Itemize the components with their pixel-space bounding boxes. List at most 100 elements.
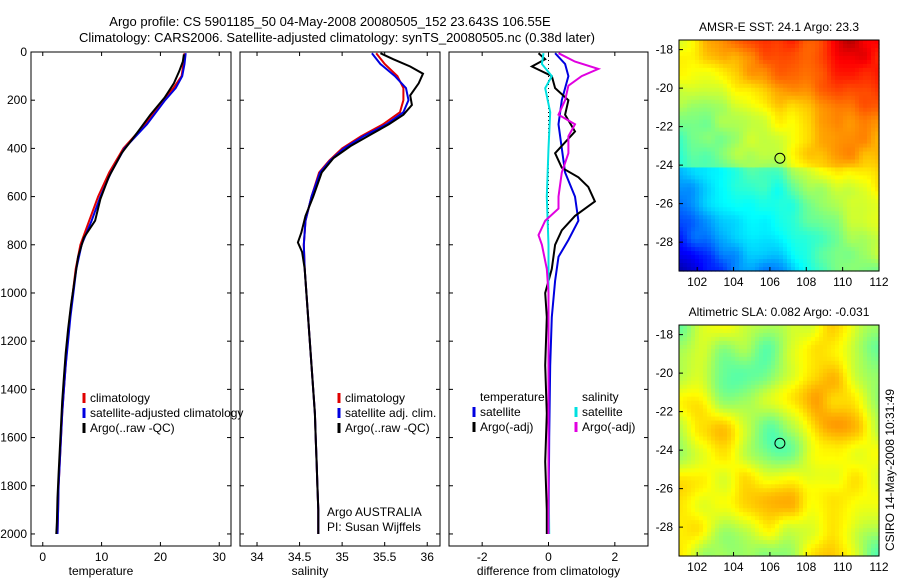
heatmap-cell [775, 259, 780, 264]
heatmap-cell [735, 75, 740, 81]
heatmap-cell [703, 207, 708, 212]
heatmap-cell [779, 460, 784, 465]
heatmap-cell [843, 344, 848, 350]
heatmap-cell [823, 227, 828, 232]
heatmap-cell [847, 227, 852, 232]
heatmap-cell [815, 203, 820, 208]
heatmap-cell [819, 79, 824, 85]
heatmap-cell [795, 131, 800, 137]
heatmap-cell [795, 83, 800, 89]
heatmap-cell [843, 263, 848, 268]
heatmap-cell [863, 75, 868, 81]
heatmap-cell [811, 83, 816, 89]
heatmap-cell [827, 111, 832, 117]
heatmap-cell [827, 436, 832, 442]
heatmap-cell [775, 325, 780, 330]
heatmap-cell [759, 79, 764, 85]
heatmap-cell [839, 183, 844, 188]
heatmap-cell [803, 408, 808, 414]
heatmap-cell [867, 263, 872, 268]
heatmap-cell [691, 175, 696, 180]
heatmap-cell [775, 147, 780, 153]
heatmap-cell [839, 388, 844, 394]
heatmap-cell [755, 147, 760, 153]
heatmap-cell [771, 440, 776, 446]
heatmap-cell [791, 79, 796, 85]
heatmap-cell [867, 251, 872, 256]
heatmap-cell [855, 119, 860, 125]
heatmap-cell [751, 364, 756, 370]
heatmap-cell [855, 388, 860, 394]
heatmap-cell [799, 472, 804, 477]
heatmap-cell [731, 219, 736, 224]
heatmap-cell [855, 372, 860, 378]
heatmap-cell [739, 440, 744, 446]
heatmap-cell [847, 416, 852, 422]
heatmap-cell [783, 368, 788, 374]
heatmap-cell [855, 171, 860, 177]
heatmap-cell [775, 203, 780, 208]
heatmap-cell [719, 448, 724, 454]
heatmap-cell [823, 47, 828, 53]
heatmap-cell [851, 348, 856, 354]
heatmap-cell [847, 412, 852, 418]
heatmap-cell [747, 115, 752, 121]
heatmap-cell [863, 183, 868, 188]
heatmap-cell [751, 412, 756, 418]
heatmap-cell [807, 119, 812, 125]
heatmap-cell [843, 267, 848, 272]
heatmap-cell [831, 332, 836, 338]
heatmap-cell [679, 151, 684, 157]
heatmap-cell [843, 223, 848, 228]
heatmap-cell [807, 440, 812, 446]
heatmap-cell [771, 95, 776, 101]
heatmap-cell [767, 51, 772, 57]
heatmap-cell [751, 103, 756, 109]
heatmap-cell [775, 460, 780, 465]
heatmap-cell [711, 131, 716, 137]
heatmap-cell [851, 396, 856, 402]
heatmap-cell [723, 440, 728, 446]
heatmap-cell [731, 388, 736, 394]
heatmap-cell [755, 123, 760, 129]
heatmap-cell [875, 235, 880, 240]
heatmap-cell [863, 384, 868, 390]
heatmap-cell [739, 207, 744, 212]
heatmap-cell [787, 43, 792, 49]
heatmap-cell [711, 127, 716, 133]
heatmap-cell [755, 247, 760, 252]
heatmap-cell [871, 91, 876, 97]
heatmap-cell [743, 255, 748, 260]
heatmap-cell [815, 356, 820, 362]
heatmap-cell [711, 456, 716, 462]
heatmap-cell [871, 123, 876, 129]
heatmap-cell [819, 107, 824, 113]
heatmap-cell [775, 67, 780, 73]
heatmap-cell [807, 325, 812, 330]
heatmap-cell [855, 83, 860, 89]
heatmap-cell [855, 396, 860, 402]
heatmap-cell [767, 259, 772, 264]
heatmap-cell [839, 356, 844, 362]
heatmap-cell [775, 420, 780, 426]
heatmap-cell [679, 135, 684, 141]
heatmap-cell [731, 259, 736, 264]
heatmap-cell [775, 464, 780, 469]
heatmap-cell [755, 412, 760, 418]
heatmap-cell [775, 428, 780, 434]
heatmap-cell [851, 263, 856, 268]
heatmap-cell [739, 175, 744, 180]
heatmap-cell [711, 71, 716, 77]
heatmap-cell [703, 191, 708, 196]
heatmap-cell [843, 372, 848, 378]
heatmap-cell [767, 40, 772, 45]
heatmap-cell [871, 400, 876, 406]
heatmap-cell [683, 71, 688, 77]
heatmap-cell [755, 155, 760, 161]
heatmap-cell [839, 111, 844, 117]
heatmap-cell [783, 400, 788, 406]
heatmap-cell [811, 332, 816, 338]
heatmap-cell [755, 340, 760, 346]
heatmap-cell [719, 267, 724, 272]
heatmap-cell [715, 43, 720, 49]
